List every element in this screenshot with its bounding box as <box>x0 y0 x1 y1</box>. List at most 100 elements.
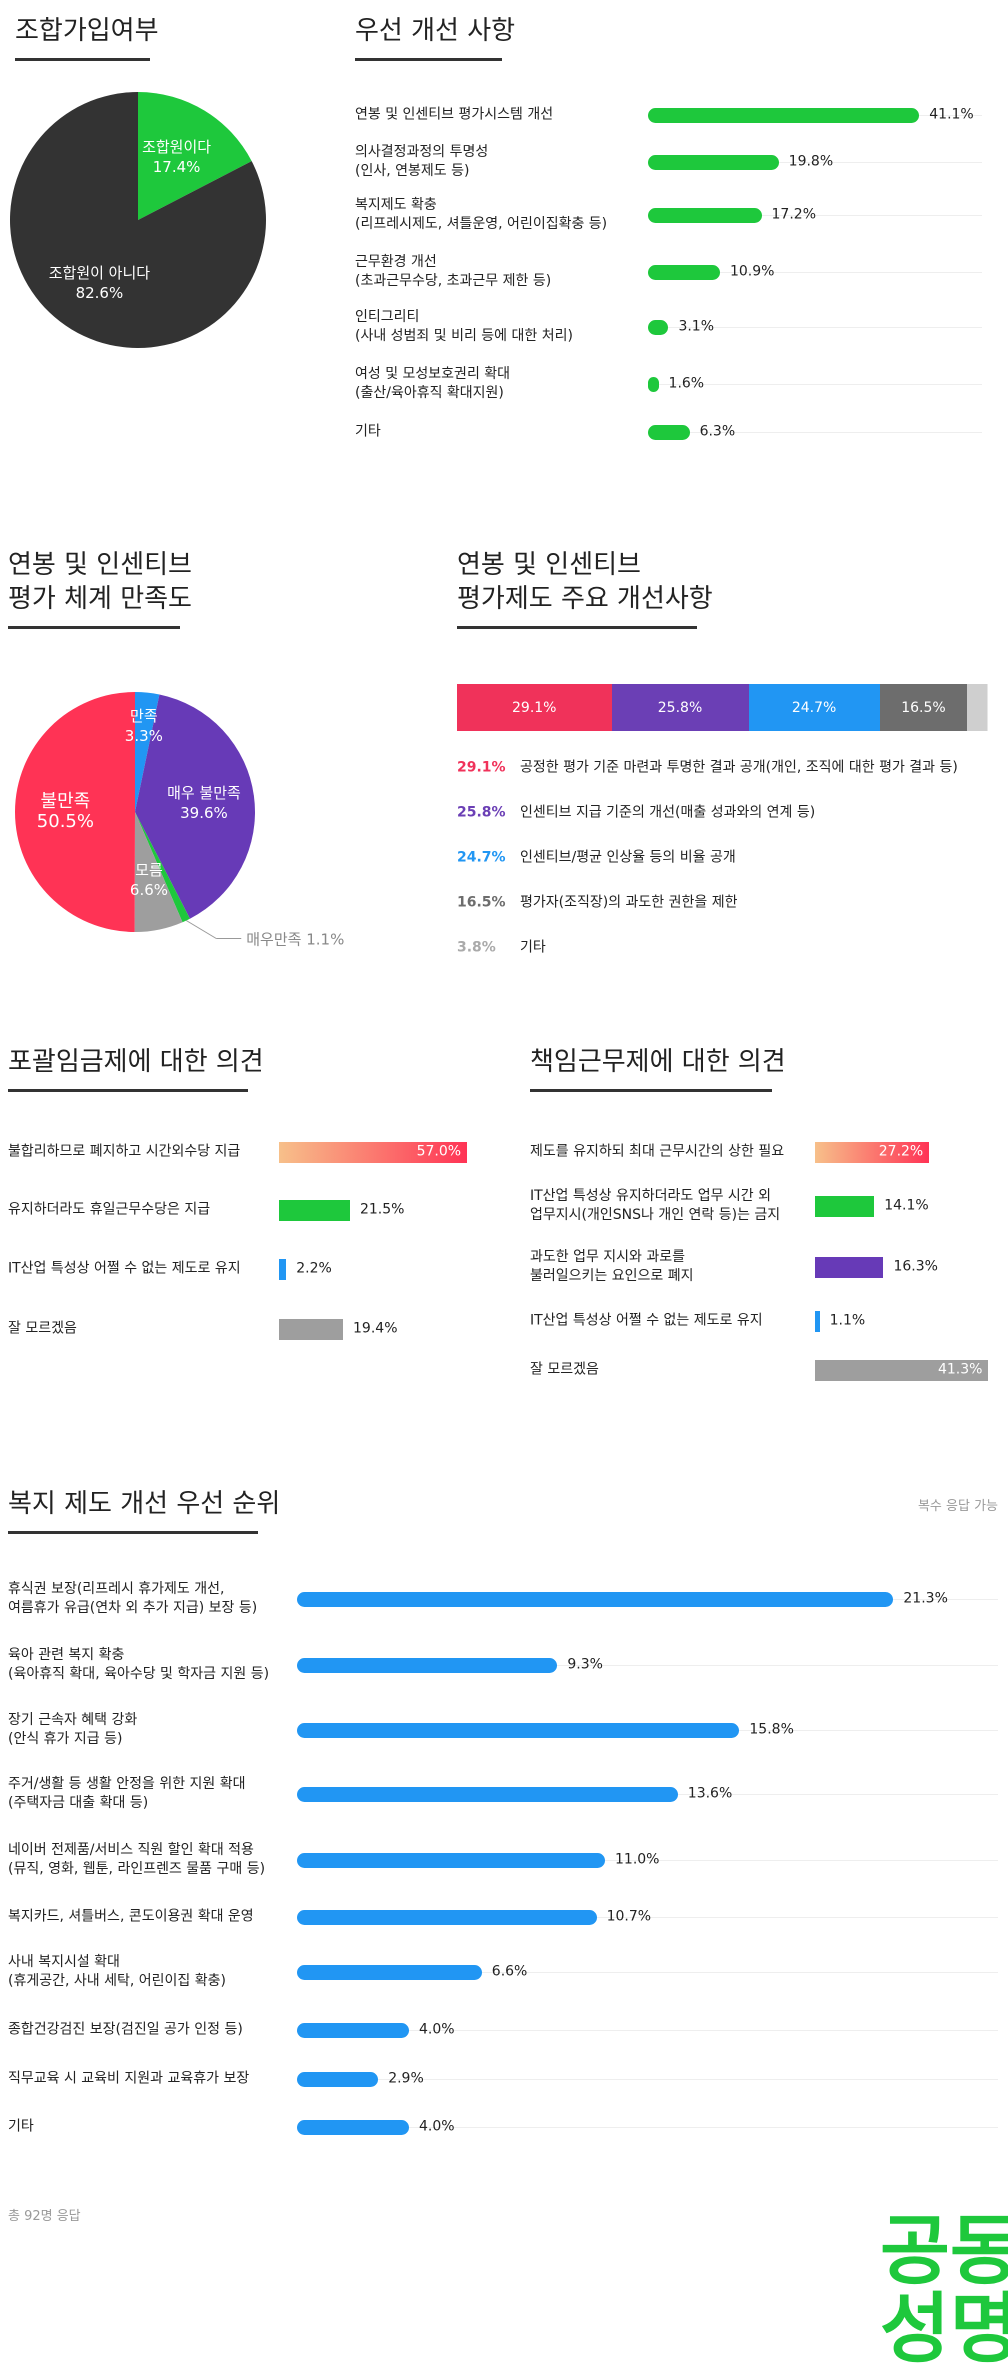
track-line <box>297 2030 998 2031</box>
slice-name: 매우 불만족 <box>167 783 241 802</box>
pie-label: 매우 불만족 39.6% <box>167 783 241 823</box>
value-label: 14.1% <box>884 1197 929 1214</box>
track-line <box>297 2127 998 2128</box>
bar <box>815 1256 884 1278</box>
bar <box>648 264 720 280</box>
legend-label: 공정한 평가 기준 마련과 투명한 결과 공개(개인, 조직에 대한 평가 결과… <box>520 759 958 776</box>
pie <box>10 92 267 348</box>
pie-slice <box>14 692 135 932</box>
legend-label: 기타 <box>520 939 546 956</box>
leader-line <box>185 920 217 939</box>
bar <box>297 2119 409 2135</box>
value-label: 6.3% <box>699 423 736 440</box>
pie-label: 매우만족 1.1% <box>246 928 344 949</box>
value-label: 27.2% <box>878 1143 924 1160</box>
category-label: 여성 및 모성보호권리 확대 (출산/육아휴직 확대지원) <box>355 366 511 401</box>
value-label: 10.9% <box>729 263 775 280</box>
bar <box>815 1310 820 1332</box>
pie <box>14 692 256 940</box>
category-label: 연봉 및 인센티브 평가시스템 개선 <box>355 106 554 123</box>
pie-label: 조합원이다 17.4% <box>142 137 211 177</box>
title-underline <box>457 626 697 629</box>
category-label: 과도한 업무 지시와 과로를 불러일으키는 요인으로 폐지 <box>530 1249 694 1284</box>
bar <box>815 1141 930 1163</box>
note: 총 92명 응답 <box>8 2209 81 2224</box>
value-label: 19.8% <box>788 153 834 170</box>
legend-value: 24.7% <box>457 849 506 866</box>
bar <box>297 1657 558 1673</box>
category-label: IT산업 특성상 어쩔 수 없는 제도로 유지 <box>530 1312 763 1329</box>
pie-label: 만족 3.3% <box>125 706 163 746</box>
value-label: 21.5% <box>359 1201 405 1218</box>
slice-name: 불만족 <box>40 790 91 812</box>
segment-label: 29.1% <box>512 699 557 716</box>
track-line <box>297 1665 998 1666</box>
bar <box>297 2071 379 2087</box>
value-label: 2.2% <box>296 1260 332 1277</box>
track-line <box>648 215 982 216</box>
slice-value: 17.4% <box>152 157 201 176</box>
value-label: 16.3% <box>893 1258 938 1275</box>
logo: 공동성명 <box>880 2206 1008 2370</box>
legend-value: 29.1% <box>457 759 506 776</box>
category-label: 잘 모르겠음 <box>530 1361 599 1378</box>
bar <box>279 1318 344 1340</box>
pie-slice <box>10 92 267 348</box>
category-label: IT산업 특성상 유지하더라도 업무 시간 외 업무지시(개인SNS나 개인 연… <box>530 1188 781 1223</box>
bar <box>297 1852 605 1868</box>
chart-title: 연봉 및 인센티브 평가제도 주요 개선사항 <box>457 550 713 614</box>
category-label: 주거/생활 등 생활 안정을 위한 지원 확대 (주택자금 대출 확대 등) <box>8 1776 246 1811</box>
category-label: 근무환경 개선 (초과근무수당, 초과근무 제한 등) <box>355 254 552 289</box>
bar-segment <box>879 684 968 731</box>
value-label: 4.0% <box>419 2118 455 2135</box>
title-underline <box>355 58 502 61</box>
category-label: 육아 관련 복지 확충 (육아휴직 확대, 육아수당 및 학자금 지원 등) <box>8 1647 270 1682</box>
slice-name: 조합원이 아니다 <box>48 264 151 283</box>
bar-segment <box>457 684 612 731</box>
bar <box>297 1964 482 1980</box>
bar <box>297 1722 740 1738</box>
bar-segment <box>611 684 749 731</box>
track-line <box>297 1972 998 1973</box>
track-line <box>648 327 982 328</box>
value-label: 1.1% <box>829 1312 866 1329</box>
value-label: 15.8% <box>749 1721 794 1738</box>
chart-title: 연봉 및 인센티브 평가 체계 만족도 <box>8 550 192 614</box>
chart-title: 우선 개선 사항 <box>355 16 516 46</box>
value-label: 57.0% <box>416 1143 462 1160</box>
category-label: 기타 <box>355 423 381 440</box>
value-label: 17.2% <box>771 206 816 223</box>
slice-value: 6.6% <box>129 881 169 900</box>
track-line <box>297 2079 998 2080</box>
bar <box>648 376 659 392</box>
category-label: 종합건강검진 보장(검진일 공가 인정 등) <box>8 2021 243 2038</box>
value-label: 41.3% <box>937 1361 983 1378</box>
category-label: 직무교육 시 교육비 지원과 교육휴가 보장 <box>8 2070 250 2087</box>
value-label: 13.6% <box>687 1785 733 1802</box>
bar <box>297 1909 597 1925</box>
value-label: 9.3% <box>567 1656 603 1673</box>
bar <box>279 1199 350 1221</box>
value-label: 3.1% <box>678 318 715 335</box>
pie-slice <box>135 694 256 919</box>
pie-slice <box>138 92 252 220</box>
pie-label: 불만족 50.5% <box>37 790 94 832</box>
value-label: 1.6% <box>668 375 705 392</box>
value-label: 6.6% <box>491 1963 528 1980</box>
category-label: 의사결정과정의 투명성 (인사, 연봉제도 등) <box>355 144 489 179</box>
pie-label: 모름 6.6% <box>130 860 168 900</box>
bar-segment <box>748 684 880 731</box>
slice-name: 조합원이다 <box>142 137 212 156</box>
value-label: 11.0% <box>615 1851 660 1868</box>
bar <box>815 1359 989 1381</box>
segment-label: 16.5% <box>901 699 946 716</box>
bar <box>297 1591 894 1607</box>
category-label: 잘 모르겠음 <box>8 1320 77 1337</box>
value-label: 41.1% <box>929 106 974 123</box>
legend-value: 3.8% <box>457 939 496 956</box>
bar-segment <box>967 684 988 731</box>
title-underline <box>8 626 180 629</box>
segment-label: 24.7% <box>791 699 837 716</box>
track-line <box>648 272 982 273</box>
category-label: 장기 근속자 혜택 강화 (안식 휴가 지급 등) <box>8 1712 138 1747</box>
